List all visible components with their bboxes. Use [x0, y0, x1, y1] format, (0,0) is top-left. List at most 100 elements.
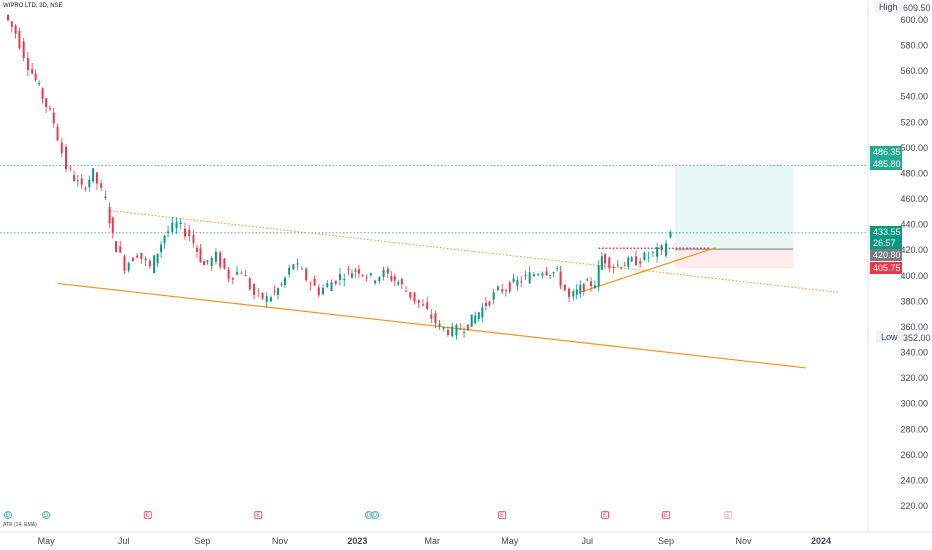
candle-body: [600, 256, 603, 270]
candle-body: [92, 168, 95, 182]
candle-body: [300, 268, 303, 270]
event-marker-letter-8: E: [664, 513, 668, 519]
candle-body: [265, 296, 268, 302]
candle-body: [322, 287, 325, 295]
candle-body: [7, 14, 9, 21]
y-tick-label: 400.00: [900, 271, 928, 281]
candle-body: [582, 283, 585, 292]
candle-body: [354, 269, 357, 272]
candle-body: [257, 290, 260, 292]
event-marker-3[interactable]: [254, 511, 263, 519]
event-marker-9[interactable]: [724, 511, 733, 519]
candle-body: [330, 282, 333, 291]
event-marker-2[interactable]: [143, 511, 152, 519]
event-marker-0[interactable]: [4, 511, 12, 519]
candle-body: [643, 252, 646, 260]
symbol-title[interactable]: WIPRO LTD, 3D, NSE: [3, 3, 63, 9]
candle-body: [313, 278, 316, 286]
candle-body: [647, 256, 650, 258]
y-tick-label: 440.00: [900, 220, 928, 230]
candle-body: [347, 269, 350, 271]
candle-body: [26, 57, 29, 70]
event-marker-6[interactable]: [498, 511, 507, 519]
candle-body: [288, 267, 291, 275]
position-target-zone[interactable]: [674, 166, 794, 250]
atr-indicator-label[interactable]: ATR (14, RMA): [3, 522, 37, 528]
y-tick-label: 320.00: [900, 373, 928, 383]
candle-body: [183, 228, 186, 237]
candle-body: [651, 251, 654, 253]
candle-body: [397, 282, 400, 285]
candle-body: [88, 179, 91, 187]
candle-body: [227, 269, 230, 279]
event-marker-1[interactable]: [42, 511, 51, 519]
candle-body: [206, 260, 209, 263]
long-position-tool[interactable]: [674, 166, 794, 269]
candle-body: [276, 288, 279, 295]
trendline-lower-channel[interactable]: [57, 282, 806, 369]
candle-body: [179, 222, 182, 225]
y-tick-label: 600.00: [900, 15, 928, 25]
event-marker-letter-4: D: [367, 513, 372, 519]
candle-body: [604, 253, 607, 264]
price-tag-1: [870, 158, 902, 170]
candle-body: [620, 267, 623, 269]
x-tick-label: May: [38, 536, 56, 546]
candle-body: [156, 253, 159, 264]
time-axis[interactable]: May Jul Sep Nov 2023 Mar May Jul Sep Nov 2024: [38, 536, 831, 546]
x-tick-label: Jul: [582, 536, 594, 546]
candle-body: [292, 264, 295, 270]
candle-body: [248, 278, 251, 290]
candle-body: [296, 263, 299, 265]
candle-body: [463, 331, 466, 333]
candle-body: [273, 290, 276, 292]
candle-body: [634, 256, 637, 266]
trendline-ascending-support[interactable]: [579, 247, 716, 293]
event-marker-8[interactable]: [662, 511, 670, 519]
candle-body: [153, 255, 156, 273]
candle-body: [175, 222, 178, 229]
candle-body: [192, 234, 195, 244]
event-marker-7[interactable]: [601, 511, 609, 519]
candle-body: [136, 255, 139, 258]
candle-body: [123, 256, 126, 271]
candle-body: [426, 302, 429, 310]
candle-body: [520, 281, 523, 283]
y-tick-label: 260.00: [900, 450, 928, 460]
candle-body: [309, 283, 312, 285]
event-marker-5[interactable]: [371, 511, 380, 519]
price-tag-4: [870, 262, 902, 274]
candle-body: [236, 271, 239, 275]
candle-body: [45, 98, 48, 107]
candle-body: [231, 277, 234, 280]
candle-body: [409, 291, 412, 298]
candle-body: [84, 188, 87, 190]
candle-body: [405, 291, 408, 292]
candle-body: [532, 274, 535, 277]
high-value: 609.50: [903, 3, 931, 13]
candle-body: [556, 268, 559, 269]
trendlines[interactable]: [57, 210, 839, 369]
y-tick-label: 220.00: [900, 501, 928, 511]
candle-body: [393, 276, 396, 281]
candle-body: [656, 247, 659, 257]
candle-body: [280, 283, 283, 285]
x-tick-label: Nov: [272, 536, 289, 546]
candle-body: [378, 276, 381, 282]
candle-body: [537, 274, 540, 276]
price-axis[interactable]: 220.00 240.00 260.00 280.00 300.00 320.00 340.…: [900, 15, 928, 511]
candle-body: [627, 257, 630, 267]
candle-body: [541, 273, 544, 276]
candle-body: [69, 167, 72, 169]
candle-body: [597, 265, 600, 287]
candle-body: [338, 274, 341, 280]
position-stop-zone[interactable]: [674, 249, 794, 269]
x-tick-label: 2023: [347, 536, 367, 546]
candle-body: [65, 146, 68, 170]
candle-body: [492, 292, 495, 300]
candle-body: [516, 279, 519, 286]
candle-body: [195, 247, 198, 252]
